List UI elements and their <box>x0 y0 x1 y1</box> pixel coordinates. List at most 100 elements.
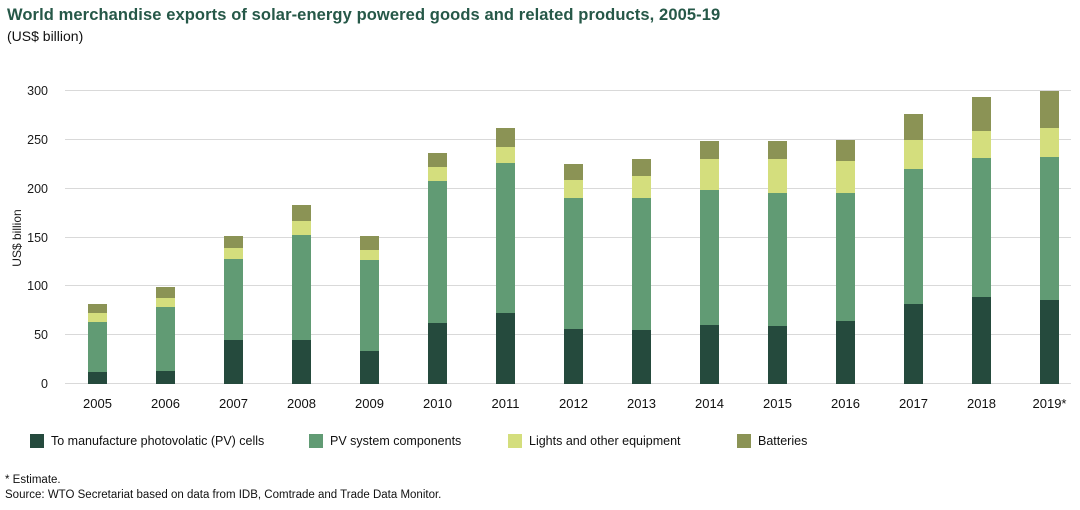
bar-segment-series-2 <box>768 159 787 193</box>
y-tick-label-250: 250 <box>27 132 48 147</box>
bar-segment-series-3 <box>428 152 447 168</box>
y-tick-label-100: 100 <box>27 279 48 294</box>
gridline-250 <box>65 138 1071 140</box>
x-tick-label-2011: 2011 <box>491 396 520 411</box>
bar-2015 <box>768 140 787 384</box>
bar-segment-series-2 <box>1040 128 1059 158</box>
bar-2013 <box>632 159 651 384</box>
bar-segment-series-3 <box>632 159 651 176</box>
bar-segment-series-2 <box>88 312 107 322</box>
bar-segment-series-2 <box>632 176 651 199</box>
bar-segment-series-1 <box>564 198 583 330</box>
x-tick-label-2006: 2006 <box>151 396 180 411</box>
x-tick-label-2015: 2015 <box>763 396 792 411</box>
y-tick-label-300: 300 <box>27 84 48 98</box>
bar-segment-series-1 <box>972 158 991 298</box>
bar-2012 <box>564 164 583 384</box>
bar-segment-series-0 <box>292 340 311 384</box>
y-tick-label-200: 200 <box>27 181 48 196</box>
bar-2017 <box>904 114 923 384</box>
legend-swatch-icon <box>737 434 751 448</box>
bar-2005 <box>88 303 107 384</box>
bar-segment-series-1 <box>1040 157 1059 301</box>
bar-segment-series-0 <box>768 326 787 384</box>
bar-segment-series-0 <box>428 323 447 384</box>
legend: To manufacture photovolatic (PV) cells PV… <box>0 434 1080 452</box>
bar-2010 <box>428 152 447 384</box>
bar-segment-series-1 <box>292 234 311 341</box>
bar-segment-series-1 <box>496 163 515 313</box>
bar-segment-series-0 <box>88 372 107 384</box>
bar-segment-series-3 <box>224 235 243 249</box>
bar-segment-series-3 <box>360 235 379 251</box>
legend-swatch-icon <box>309 434 323 448</box>
legend-item-2: Lights and other equipment <box>508 434 681 448</box>
bar-segment-series-0 <box>972 297 991 384</box>
bar-segment-series-2 <box>360 250 379 260</box>
x-tick-label-2019: 2019* <box>1032 396 1067 411</box>
bar-2011 <box>496 128 515 384</box>
bar-segment-series-2 <box>564 179 583 199</box>
bar-2014 <box>700 140 719 384</box>
bar-segment-series-1 <box>700 189 719 326</box>
bar-2007 <box>224 235 243 384</box>
bar-segment-series-1 <box>904 169 923 304</box>
bar-segment-series-2 <box>428 167 447 181</box>
bar-segment-series-2 <box>972 131 991 159</box>
bar-2018 <box>972 96 991 384</box>
bar-segment-series-1 <box>224 259 243 341</box>
y-tick-label-0: 0 <box>41 377 48 391</box>
bar-segment-series-3 <box>156 287 175 299</box>
legend-swatch-icon <box>30 434 44 448</box>
x-tick-label-2005: 2005 <box>83 396 112 411</box>
bar-segment-series-0 <box>700 325 719 384</box>
bar-segment-series-3 <box>768 140 787 160</box>
source-line: Source: WTO Secretariat based on data fr… <box>5 489 442 501</box>
bar-segment-series-3 <box>836 139 855 162</box>
plot-area: 0 50 100 150 200 250 300 2005 2006 2007 2008 2009 20… <box>27 84 1071 411</box>
x-tick-label-2014: 2014 <box>695 396 724 411</box>
legend-item-0: To manufacture photovolatic (PV) cells <box>30 434 264 448</box>
bar-segment-series-0 <box>224 340 243 384</box>
bar-segment-series-2 <box>496 146 515 164</box>
bar-segment-series-3 <box>564 164 583 180</box>
bar-segment-series-0 <box>632 330 651 384</box>
x-tick-label-2012: 2012 <box>559 396 588 411</box>
chart-title: World merchandise exports of solar-energ… <box>7 6 721 24</box>
x-tick-label-2017: 2017 <box>899 396 928 411</box>
bar-segment-series-1 <box>156 306 175 372</box>
bar-segment-series-3 <box>292 205 311 221</box>
bar-segment-series-0 <box>904 303 923 384</box>
bar-segment-series-2 <box>904 139 923 170</box>
bar-segment-series-1 <box>836 192 855 321</box>
bar-segment-series-0 <box>564 329 583 384</box>
bar-segment-series-3 <box>700 140 719 160</box>
x-tick-label-2009: 2009 <box>355 396 384 411</box>
bar-segment-series-3 <box>1040 91 1059 129</box>
legend-label: PV system components <box>330 434 462 448</box>
bar-segment-series-2 <box>224 248 243 259</box>
bar-segment-series-1 <box>632 198 651 331</box>
bar-segment-series-3 <box>88 303 107 313</box>
bar-segment-series-1 <box>428 180 447 324</box>
bar-segment-series-1 <box>360 259 379 351</box>
legend-swatch-icon <box>508 434 522 448</box>
legend-item-3: Batteries <box>737 434 807 448</box>
bar-2019 <box>1040 91 1059 384</box>
x-tick-label-2010: 2010 <box>423 396 452 411</box>
bar-segment-series-3 <box>904 114 923 140</box>
gridline-300 <box>65 90 1071 91</box>
bar-2008 <box>292 205 311 384</box>
bar-2016 <box>836 139 855 384</box>
legend-item-1: PV system components <box>309 434 461 448</box>
bar-segment-series-2 <box>700 159 719 190</box>
bar-segment-series-0 <box>496 312 515 384</box>
legend-label: Lights and other equipment <box>529 434 681 448</box>
x-tick-label-2016: 2016 <box>831 396 860 411</box>
footnote-estimate: * Estimate. <box>5 474 61 486</box>
legend-label: Batteries <box>758 434 808 448</box>
bar-segment-series-1 <box>768 192 787 327</box>
y-tick-label-150: 150 <box>27 230 48 245</box>
chart-subtitle: (US$ billion) <box>7 28 84 44</box>
